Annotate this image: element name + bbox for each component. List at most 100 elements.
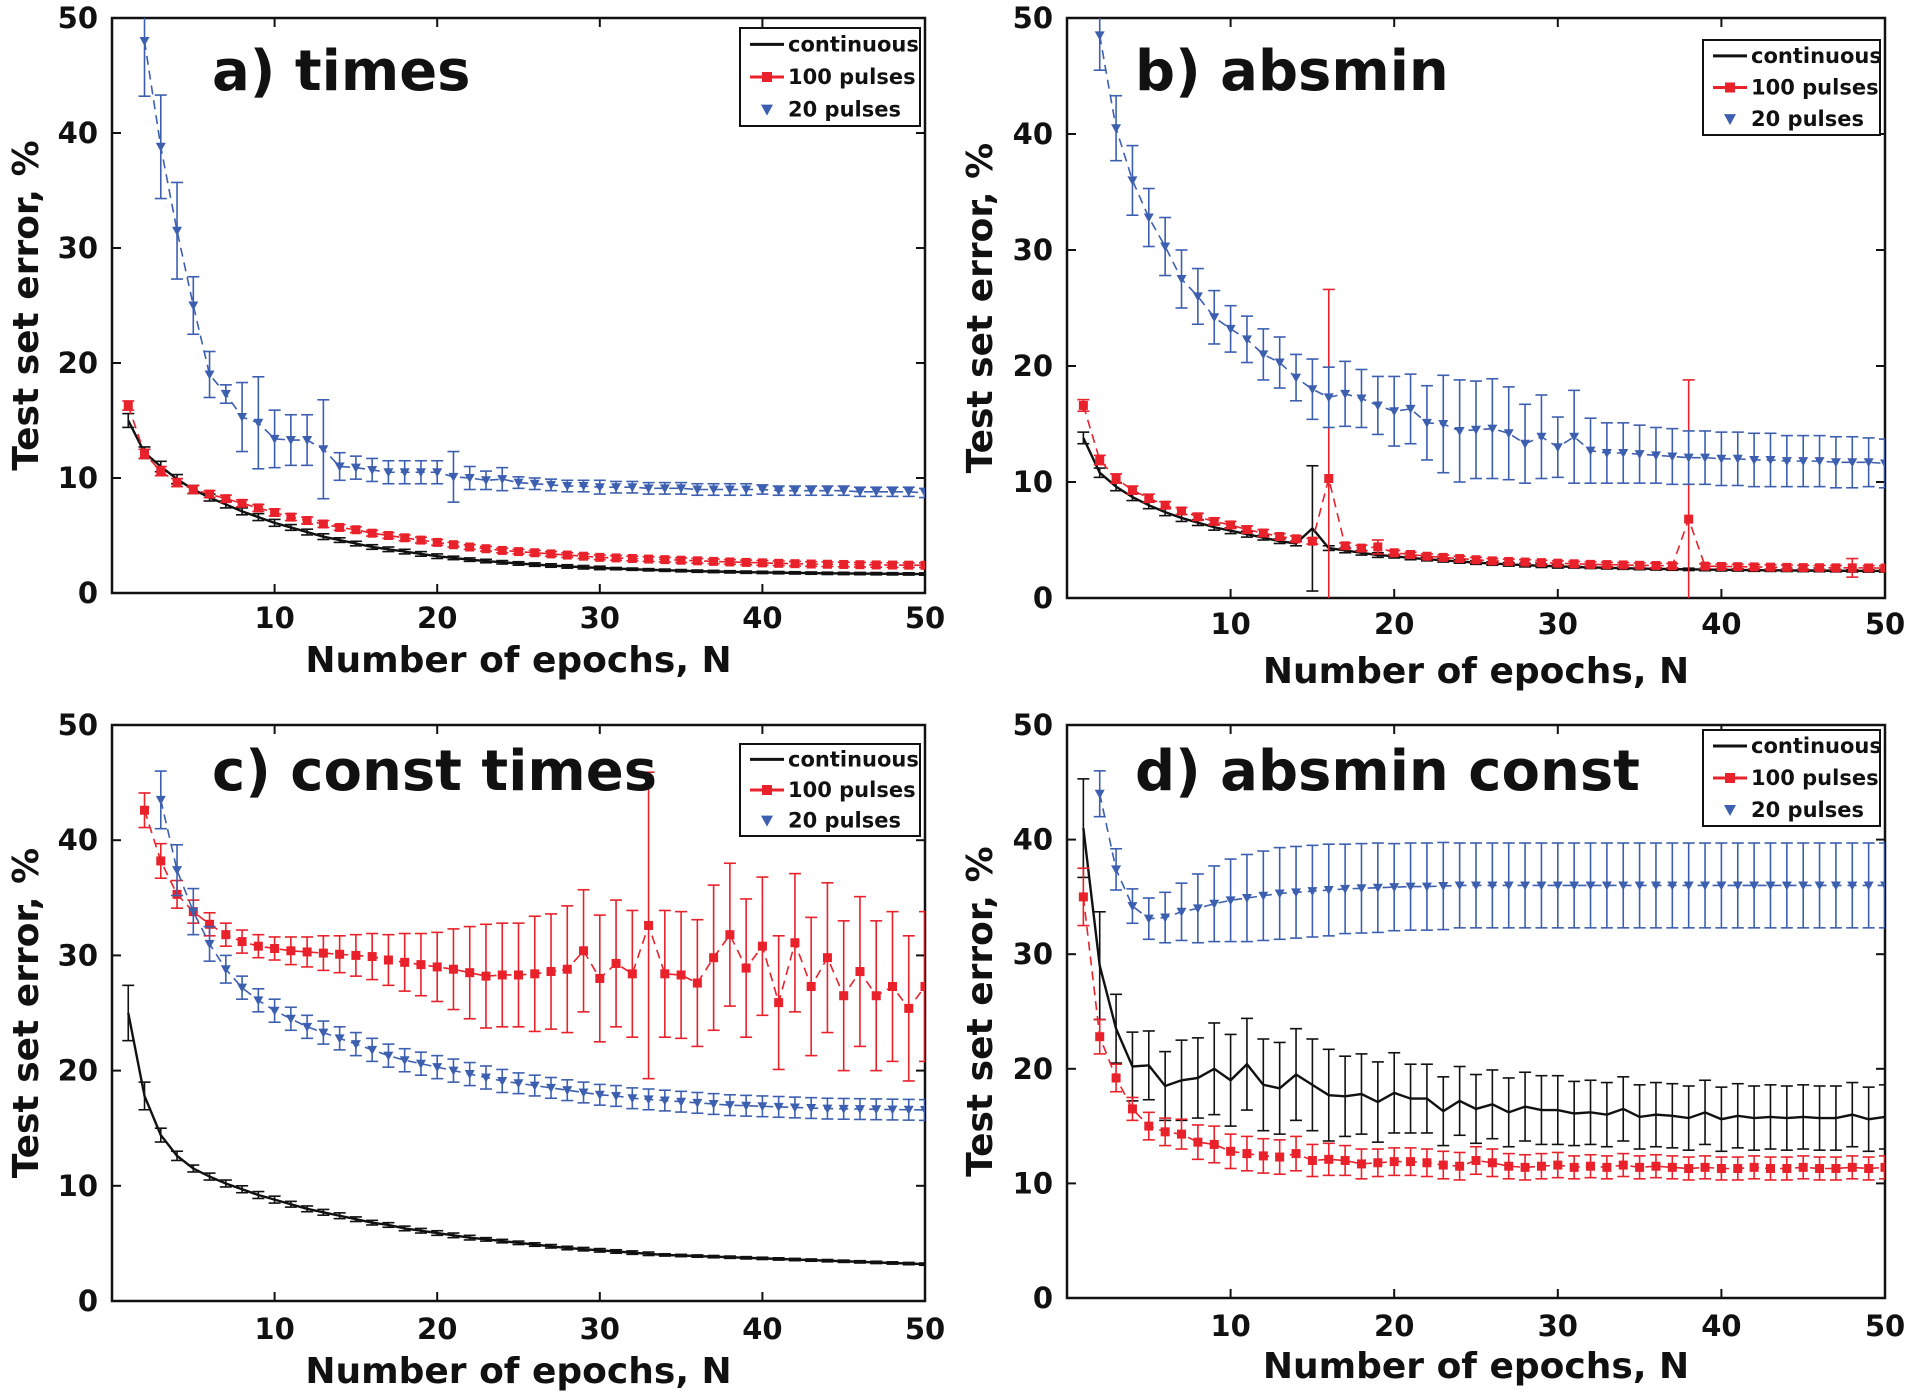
data-point [838,1104,849,1114]
data-point [1635,560,1645,570]
data-point [1307,536,1317,546]
data-point [1749,562,1759,572]
data-point [1634,450,1645,460]
axes-box [1065,16,1887,600]
x-tick-label: 10 [254,601,294,635]
series-line [160,799,925,1111]
y-tick-label: 0 [78,576,98,610]
panel-title: b) absmin [1135,39,1449,104]
data-point [123,401,133,411]
data-point [270,943,280,953]
data-point [318,1028,329,1038]
data-point [1487,1158,1497,1168]
x-tick-label: 40 [742,1312,782,1346]
data-point [1144,1121,1154,1131]
data-point [708,1100,719,1110]
data-point [692,978,702,988]
data-point [1226,520,1236,530]
data-point [1454,426,1465,436]
data-point [448,472,459,482]
series-100-pulses [1077,867,1885,1181]
data-point [741,1101,752,1111]
data-point [140,805,150,815]
data-point [367,952,377,962]
x-tick-label: 40 [1701,607,1741,641]
y-tick-label: 20 [1013,349,1053,383]
data-point [1716,1164,1726,1174]
data-point [806,982,816,992]
y-tick-label: 10 [58,461,98,495]
data-point [1618,1160,1628,1170]
data-point [1241,335,1252,345]
y-tick-label: 40 [58,116,98,150]
data-point [1291,534,1301,544]
data-point [302,436,313,446]
data-point [1798,881,1809,891]
data-point [1438,552,1448,562]
data-point [415,1059,426,1069]
data-point [724,1101,735,1111]
data-point [1503,881,1514,891]
series-100-pulses [122,400,925,570]
legend-label: continuous [1751,734,1882,758]
data-point [1749,881,1760,891]
data-point [1700,1162,1710,1172]
data-point [1078,400,1088,410]
y-tick-label: 10 [58,1169,98,1203]
data-point [172,226,183,236]
data-point [1520,439,1531,449]
data-point [1782,1164,1792,1174]
data-point [1127,485,1137,495]
panel-title: a) times [212,39,471,104]
data-point [1520,881,1531,891]
x-tick-label: 50 [1865,1309,1905,1343]
data-point [1880,563,1885,573]
data-point [546,549,556,559]
data-point [269,434,280,444]
x-tick-label: 50 [905,601,945,635]
y-tick-label: 0 [78,1284,98,1318]
y-tick-label: 50 [1013,1,1053,35]
data-point [350,1040,361,1050]
data-point [644,554,654,564]
data-point [1700,881,1711,891]
data-point [822,953,832,963]
legend-label: 100 pulses [1751,76,1879,100]
data-point [204,370,215,380]
data-point [1504,1161,1514,1171]
x-tick-label: 10 [1210,1309,1250,1343]
data-point [839,991,849,1001]
y-tick-label: 0 [1033,581,1053,615]
data-point [1814,457,1825,467]
data-point [513,1079,524,1089]
series-20-pulses [1093,770,1885,944]
data-point [790,938,800,948]
x-axis-label: Number of epochs, N [1263,651,1689,692]
data-point [1520,557,1530,567]
data-point [887,487,898,497]
series-line [127,1012,925,1266]
panel-d: 10 20 30 40 50 0 10 20 30 40 50 Number of epochs, N… [960,708,1905,1387]
series-line [1082,827,1885,1121]
data-point [1716,454,1727,464]
panel-b: 10 20 30 40 50 0 10 20 30 40 50 Number of epochs, N… [960,1,1905,692]
data-point [1782,562,1792,572]
panel-title: c) const times [212,739,657,804]
data-point [579,946,589,956]
data-point [1830,458,1841,468]
data-point [887,1105,898,1115]
data-point [480,1073,491,1083]
axes-box [110,16,927,595]
data-point [611,958,621,968]
x-tick-label: 30 [580,601,620,635]
data-point [1667,881,1678,891]
data-point [627,1094,638,1104]
x-tick-label: 20 [417,601,457,635]
series-100-pulses [138,771,925,1082]
legend-swatch-marker [761,815,773,827]
data-point [480,476,491,486]
legend-swatch-marker [762,785,772,795]
legend: continuous 100 pulses 20 pulses [739,27,921,127]
data-point [1209,516,1219,526]
series-line [127,419,925,576]
